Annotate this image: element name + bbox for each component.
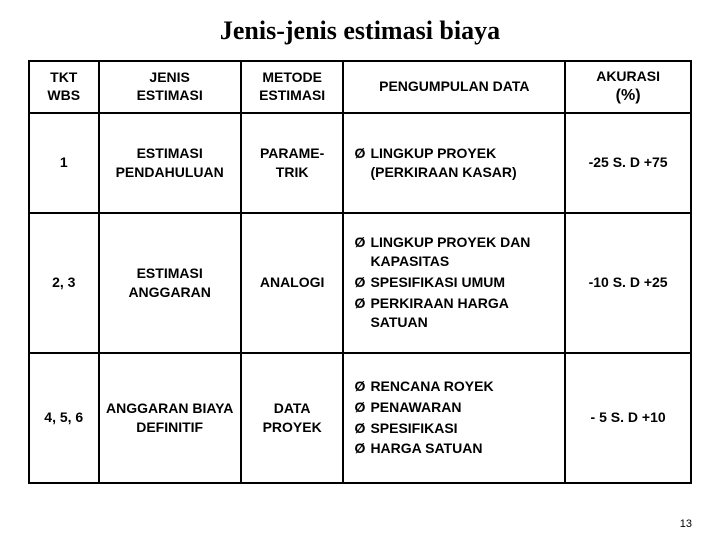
cell-metode: DATA PROYEK	[241, 353, 344, 483]
cell-tkt: 4, 5, 6	[29, 353, 99, 483]
slide: Jenis-jenis estimasi biaya TKT WBS JENIS…	[0, 0, 720, 540]
cell-pengumpulan: ØLINGKUP PROYEK (PERKIRAAN KASAR)	[343, 113, 565, 213]
bullet-marker-icon: Ø	[354, 377, 370, 396]
bullet-list: ØRENCANA ROYEKØPENAWARANØSPESIFIKASIØHAR…	[350, 377, 558, 459]
cell-metode: ANALOGI	[241, 213, 344, 353]
col-header-text: PENGUMPULAN DATA	[379, 78, 529, 94]
col-header-text: AKURASI	[596, 68, 660, 84]
cell-jenis: ANGGARAN BIAYA DEFINITIF	[99, 353, 241, 483]
cell-metode: PARAME- TRIK	[241, 113, 344, 213]
list-item: ØRENCANA ROYEK	[354, 377, 558, 396]
list-item-text: PENAWARAN	[370, 398, 558, 417]
list-item-text: RENCANA ROYEK	[370, 377, 558, 396]
bullet-marker-icon: Ø	[354, 233, 370, 252]
bullet-marker-icon: Ø	[354, 144, 370, 163]
cell-akurasi: -10 S. D +25	[565, 213, 691, 353]
col-header-text: METODE	[262, 69, 322, 85]
cell-text: TRIK	[276, 164, 309, 180]
list-item: ØPERKIRAAN HARGA SATUAN	[354, 294, 558, 332]
col-header-text: JENIS	[149, 69, 189, 85]
cell-jenis: ESTIMASI PENDAHULUAN	[99, 113, 241, 213]
cell-akurasi: - 5 S. D +10	[565, 353, 691, 483]
bullet-marker-icon: Ø	[354, 273, 370, 292]
col-header-tkt: TKT WBS	[29, 61, 99, 113]
list-item-text: SPESIFIKASI	[370, 419, 558, 438]
cell-tkt: 2, 3	[29, 213, 99, 353]
table-row: 1ESTIMASI PENDAHULUAN PARAME- TRIK ØLINGKUP…	[29, 113, 691, 213]
bullet-marker-icon: Ø	[354, 398, 370, 417]
list-item: ØSPESIFIKASI	[354, 419, 558, 438]
table-row: 4, 5, 6ANGGARAN BIAYA DEFINITIF DATA PROYE…	[29, 353, 691, 483]
list-item: ØLINGKUP PROYEK (PERKIRAAN KASAR)	[354, 144, 558, 182]
cell-text: PARAME-	[260, 145, 324, 161]
bullet-marker-icon: Ø	[354, 419, 370, 438]
cell-tkt: 1	[29, 113, 99, 213]
list-item-text: HARGA SATUAN	[370, 439, 558, 458]
cell-jenis: ESTIMASI ANGGARAN	[99, 213, 241, 353]
bullet-list: ØLINGKUP PROYEK (PERKIRAAN KASAR)	[350, 144, 558, 182]
col-header-text: WBS	[47, 87, 80, 103]
cell-text: DATA	[274, 400, 311, 416]
page-title: Jenis-jenis estimasi biaya	[28, 16, 692, 46]
table-row: 2, 3ESTIMASI ANGGARANANALOGIØLINGKUP PRO…	[29, 213, 691, 353]
list-item: ØPENAWARAN	[354, 398, 558, 417]
bullet-marker-icon: Ø	[354, 439, 370, 458]
list-item: ØHARGA SATUAN	[354, 439, 558, 458]
estimation-table: TKT WBS JENIS ESTIMASI METODE ESTIMASI P…	[28, 60, 692, 484]
bullet-marker-icon: Ø	[354, 294, 370, 313]
col-header-text: TKT	[50, 69, 77, 85]
col-header-metode: METODE ESTIMASI	[241, 61, 344, 113]
list-item-text: SPESIFIKASI UMUM	[370, 273, 558, 292]
table-header-row: TKT WBS JENIS ESTIMASI METODE ESTIMASI P…	[29, 61, 691, 113]
page-number: 13	[680, 518, 692, 530]
col-header-text: (%)	[616, 87, 641, 104]
bullet-list: ØLINGKUP PROYEK DAN KAPASITASØSPESIFIKAS…	[350, 233, 558, 331]
col-header-pengumpulan: PENGUMPULAN DATA	[343, 61, 565, 113]
col-header-text: ESTIMASI	[259, 87, 325, 103]
list-item-text: LINGKUP PROYEK DAN KAPASITAS	[370, 233, 558, 271]
col-header-akurasi: AKURASI (%)	[565, 61, 691, 113]
list-item-text: LINGKUP PROYEK (PERKIRAAN KASAR)	[370, 144, 558, 182]
cell-pengumpulan: ØRENCANA ROYEKØPENAWARANØSPESIFIKASIØHAR…	[343, 353, 565, 483]
cell-text: PROYEK	[263, 419, 322, 435]
list-item: ØSPESIFIKASI UMUM	[354, 273, 558, 292]
col-header-jenis: JENIS ESTIMASI	[99, 61, 241, 113]
list-item-text: PERKIRAAN HARGA SATUAN	[370, 294, 558, 332]
cell-akurasi: -25 S. D +75	[565, 113, 691, 213]
cell-pengumpulan: ØLINGKUP PROYEK DAN KAPASITASØSPESIFIKAS…	[343, 213, 565, 353]
table-body: 1ESTIMASI PENDAHULUANPARAME-TRIKØLINGKUP…	[29, 113, 691, 483]
list-item: ØLINGKUP PROYEK DAN KAPASITAS	[354, 233, 558, 271]
col-header-text: ESTIMASI	[137, 87, 203, 103]
